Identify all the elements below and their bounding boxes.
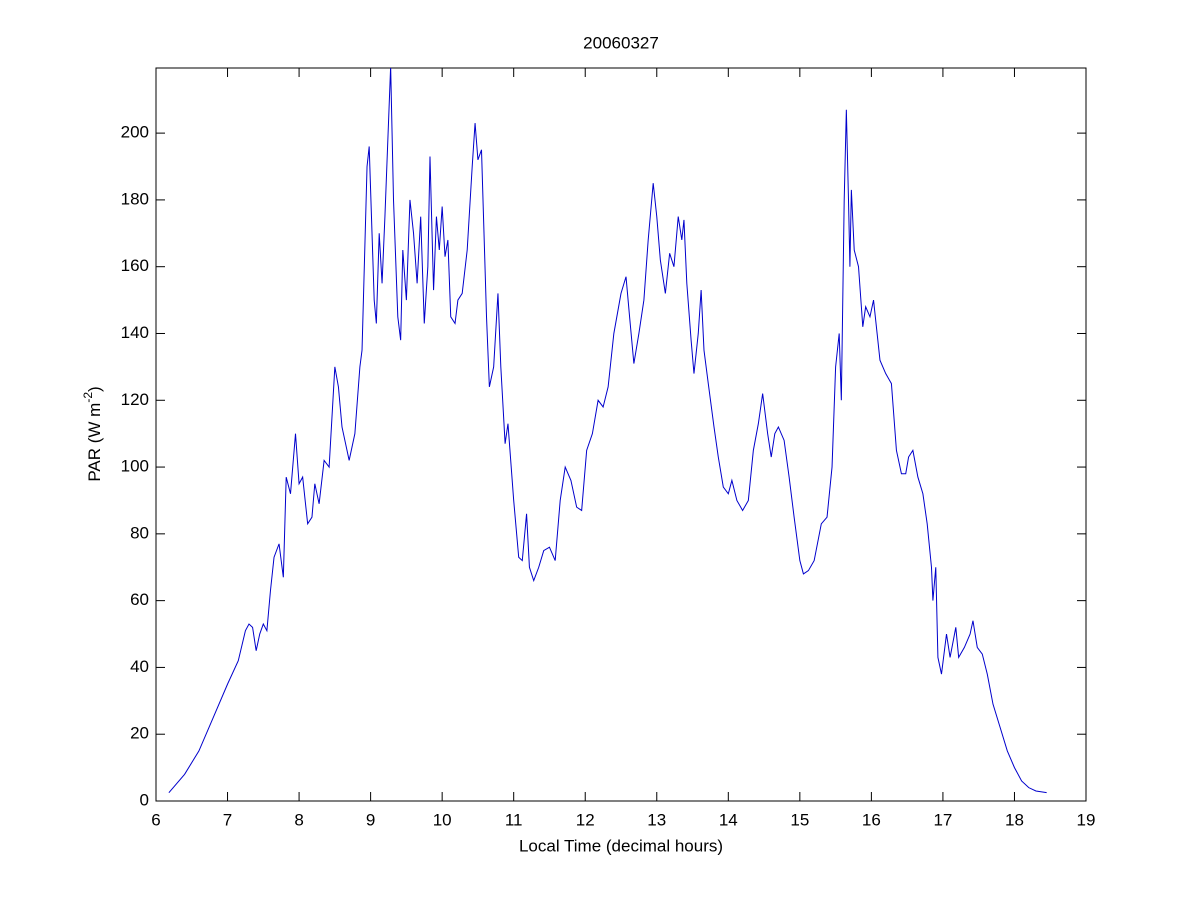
y-tick-label: 40 bbox=[130, 657, 149, 676]
x-tick-label: 11 bbox=[505, 810, 523, 829]
y-tick-label: 60 bbox=[130, 590, 149, 609]
y-tick-label: 80 bbox=[130, 523, 149, 542]
chart-title: 20060327 bbox=[583, 33, 659, 52]
x-tick-label: 14 bbox=[719, 810, 738, 829]
x-tick-label: 17 bbox=[933, 810, 952, 829]
y-tick-label: 200 bbox=[121, 123, 149, 142]
x-tick-label: 6 bbox=[151, 810, 160, 829]
plot-frame bbox=[155, 67, 1087, 802]
y-tick-label: 20 bbox=[130, 724, 149, 743]
y-tick-label: 100 bbox=[121, 457, 149, 476]
x-tick-label: 10 bbox=[433, 810, 452, 829]
x-tick-label: 15 bbox=[790, 810, 809, 829]
y-tick-label: 0 bbox=[140, 790, 149, 809]
y-tick-label: 180 bbox=[121, 189, 149, 208]
data-line bbox=[168, 68, 1047, 794]
x-tick-label: 13 bbox=[647, 810, 666, 829]
y-label-superscript: -2 bbox=[81, 392, 95, 403]
y-axis-label: PAR (W m-2) bbox=[81, 386, 104, 481]
x-tick-label: 8 bbox=[294, 810, 303, 829]
x-tick-label: 9 bbox=[366, 810, 375, 829]
x-tick-label: 18 bbox=[1005, 810, 1024, 829]
x-tick-label: 7 bbox=[223, 810, 232, 829]
x-tick-label: 19 bbox=[1077, 810, 1096, 829]
x-tick-label: 16 bbox=[862, 810, 881, 829]
y-label-text: PAR (W m bbox=[85, 403, 104, 482]
x-tick-label: 12 bbox=[576, 810, 595, 829]
y-tick-label: 140 bbox=[121, 323, 149, 342]
y-tick-label: 120 bbox=[121, 390, 149, 409]
y-tick-label: 160 bbox=[121, 256, 149, 275]
y-label-text: ) bbox=[85, 386, 104, 392]
x-axis-label: Local Time (decimal hours) bbox=[519, 836, 723, 855]
